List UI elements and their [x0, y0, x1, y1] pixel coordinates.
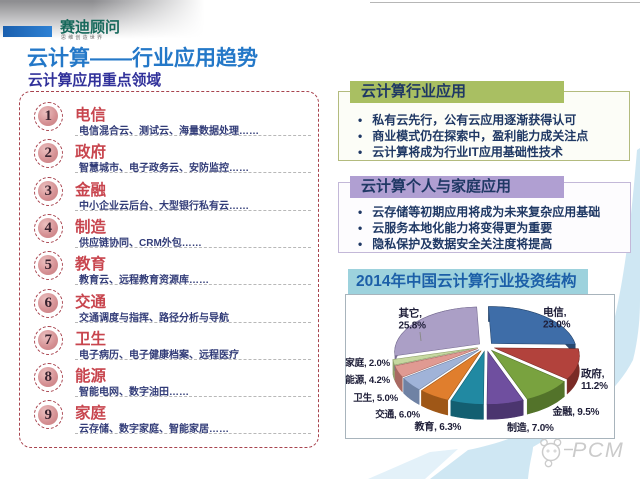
svg-text:交通, 6.0%: 交通, 6.0% — [375, 409, 420, 421]
svg-text:11.2%: 11.2% — [581, 381, 608, 392]
svg-text:卫生, 5.0%: 卫生, 5.0% — [353, 392, 398, 404]
svg-text:25.8%: 25.8% — [399, 321, 427, 332]
svg-text:政府,: 政府, — [581, 367, 605, 380]
svg-text:家庭, 2.0%: 家庭, 2.0% — [345, 357, 390, 369]
svg-text:教育, 6.3%: 教育, 6.3% — [414, 420, 462, 433]
svg-text:23.0%: 23.0% — [543, 320, 571, 331]
svg-text:其它,: 其它, — [399, 307, 423, 320]
svg-text:电信,: 电信, — [543, 306, 567, 319]
svg-text:能源, 4.2%: 能源, 4.2% — [345, 374, 390, 386]
svg-text:制造, 7.0%: 制造, 7.0% — [507, 421, 554, 434]
svg-text:金融, 9.5%: 金融, 9.5% — [552, 405, 600, 418]
